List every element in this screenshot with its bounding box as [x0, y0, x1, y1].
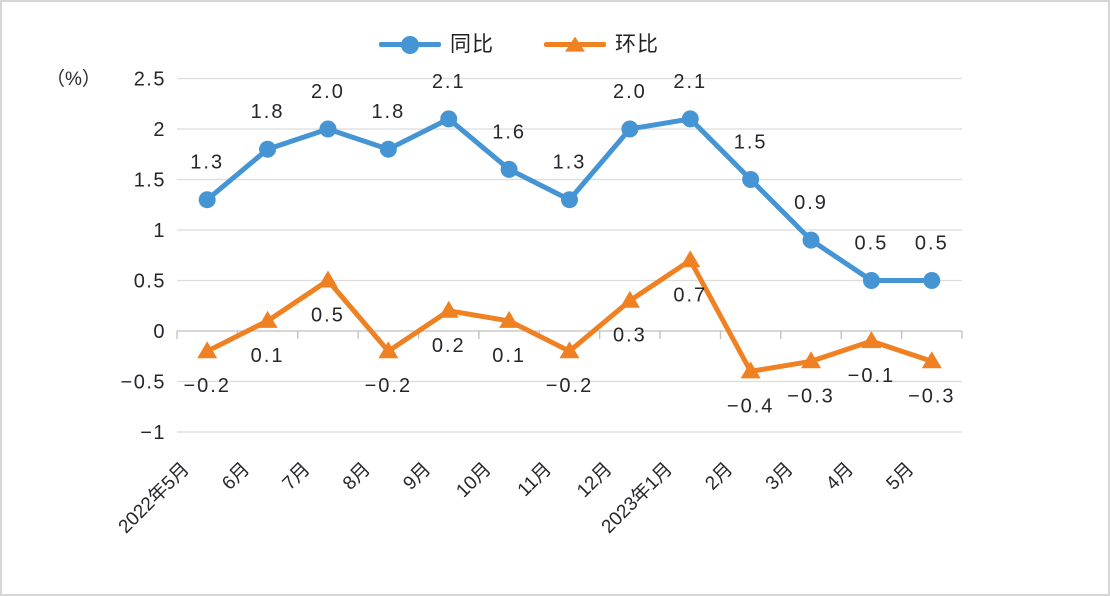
- data-point-同比: [561, 191, 578, 209]
- y-axis-tick-label: −1: [140, 422, 166, 444]
- data-label-同比: 2.0: [311, 81, 345, 103]
- data-label-同比: 2.1: [673, 71, 707, 93]
- data-point-环比: [197, 341, 218, 359]
- chart-legend: 同比 环比: [2, 34, 1072, 55]
- data-point-同比: [198, 191, 216, 209]
- data-label-同比: 2.0: [613, 81, 647, 103]
- triangle-marker-icon: [565, 36, 585, 52]
- data-label-环比: −0.2: [546, 375, 593, 397]
- x-axis-label: 5月: [883, 459, 919, 495]
- data-label-环比: −0.1: [848, 365, 895, 387]
- data-point-同比: [319, 120, 337, 138]
- data-point-同比: [742, 171, 760, 188]
- data-point-同比: [379, 140, 397, 158]
- data-point-环比: [559, 341, 580, 359]
- data-point-同比: [621, 120, 639, 138]
- data-point-环比: [317, 270, 338, 288]
- data-point-环比: [257, 310, 278, 328]
- data-point-环比: [740, 361, 761, 379]
- y-axis-tick-label: 0.5: [134, 271, 166, 293]
- data-point-环比: [619, 290, 640, 308]
- data-point-同比: [500, 160, 518, 178]
- data-label-环比: −0.2: [183, 375, 230, 397]
- data-point-环比: [921, 351, 942, 369]
- data-point-环比: [801, 351, 822, 369]
- data-point-同比: [802, 231, 820, 249]
- y-axis-tick-label: −0.5: [121, 372, 166, 394]
- data-point-同比: [681, 110, 699, 128]
- data-point-环比: [861, 331, 882, 349]
- x-axis-label: 11月: [514, 459, 556, 501]
- data-label-同比: 1.6: [492, 121, 526, 143]
- circle-marker-icon: [401, 35, 419, 54]
- y-axis-tick-label: 2: [153, 119, 166, 141]
- legend-label-huanbi: 环比: [615, 33, 659, 56]
- x-axis-label: 8月: [339, 459, 375, 495]
- x-axis-label: 3月: [762, 459, 798, 495]
- data-point-环比: [378, 341, 399, 359]
- y-axis-tick-label: 2.5: [134, 69, 166, 91]
- data-point-同比: [259, 140, 277, 158]
- data-label-同比: 1.3: [553, 152, 587, 174]
- data-label-环比: −0.3: [787, 385, 834, 407]
- data-point-环比: [438, 300, 459, 318]
- data-label-环比: 0.1: [492, 345, 526, 367]
- data-label-环比: 0.1: [251, 345, 285, 367]
- x-axis-label: 12月: [573, 459, 616, 502]
- x-axis-label: 7月: [279, 459, 315, 495]
- x-axis-label: 2月: [701, 459, 737, 495]
- y-axis-tick-label: 1: [153, 220, 166, 242]
- data-label-环比: −0.3: [908, 385, 955, 407]
- x-axis-label: 9月: [400, 459, 436, 495]
- x-axis-label: 6月: [218, 459, 254, 495]
- legend-item-huanbi: 环比: [544, 34, 659, 55]
- huanbi-triangle-marker-icon: [544, 36, 606, 52]
- data-point-同比: [862, 272, 880, 289]
- data-point-环比: [680, 250, 701, 268]
- x-axis-label: 2022年5月: [114, 458, 194, 538]
- data-label-同比: 0.9: [794, 192, 828, 214]
- tongbi-circle-marker-icon: [379, 35, 441, 54]
- y-axis-tick-label: 1.5: [134, 170, 166, 192]
- data-label-同比: 1.8: [251, 101, 285, 123]
- data-label-同比: 1.3: [190, 152, 224, 174]
- y-axis-unit-label: （%）: [46, 69, 101, 90]
- data-label-同比: 1.8: [371, 101, 405, 123]
- x-axis-label: 10月: [452, 459, 495, 502]
- data-point-同比: [923, 272, 941, 289]
- data-label-环比: −0.2: [365, 375, 412, 397]
- data-label-同比: 0.5: [915, 233, 949, 255]
- data-label-同比: 0.5: [855, 233, 889, 255]
- data-label-环比: 0.3: [613, 325, 647, 347]
- legend-label-tongbi: 同比: [450, 33, 494, 56]
- data-label-同比: 2.1: [432, 71, 466, 93]
- data-label-环比: −0.4: [727, 395, 774, 417]
- y-axis-tick-label: 0: [153, 321, 166, 343]
- data-label-环比: 0.7: [673, 284, 707, 306]
- data-point-环比: [499, 310, 520, 328]
- data-label-环比: 0.5: [311, 305, 345, 327]
- data-label-同比: 1.5: [734, 132, 768, 154]
- data-label-环比: 0.2: [432, 335, 466, 357]
- legend-item-tongbi: 同比: [379, 34, 494, 55]
- data-point-同比: [440, 110, 458, 128]
- x-axis-label: 4月: [822, 459, 858, 495]
